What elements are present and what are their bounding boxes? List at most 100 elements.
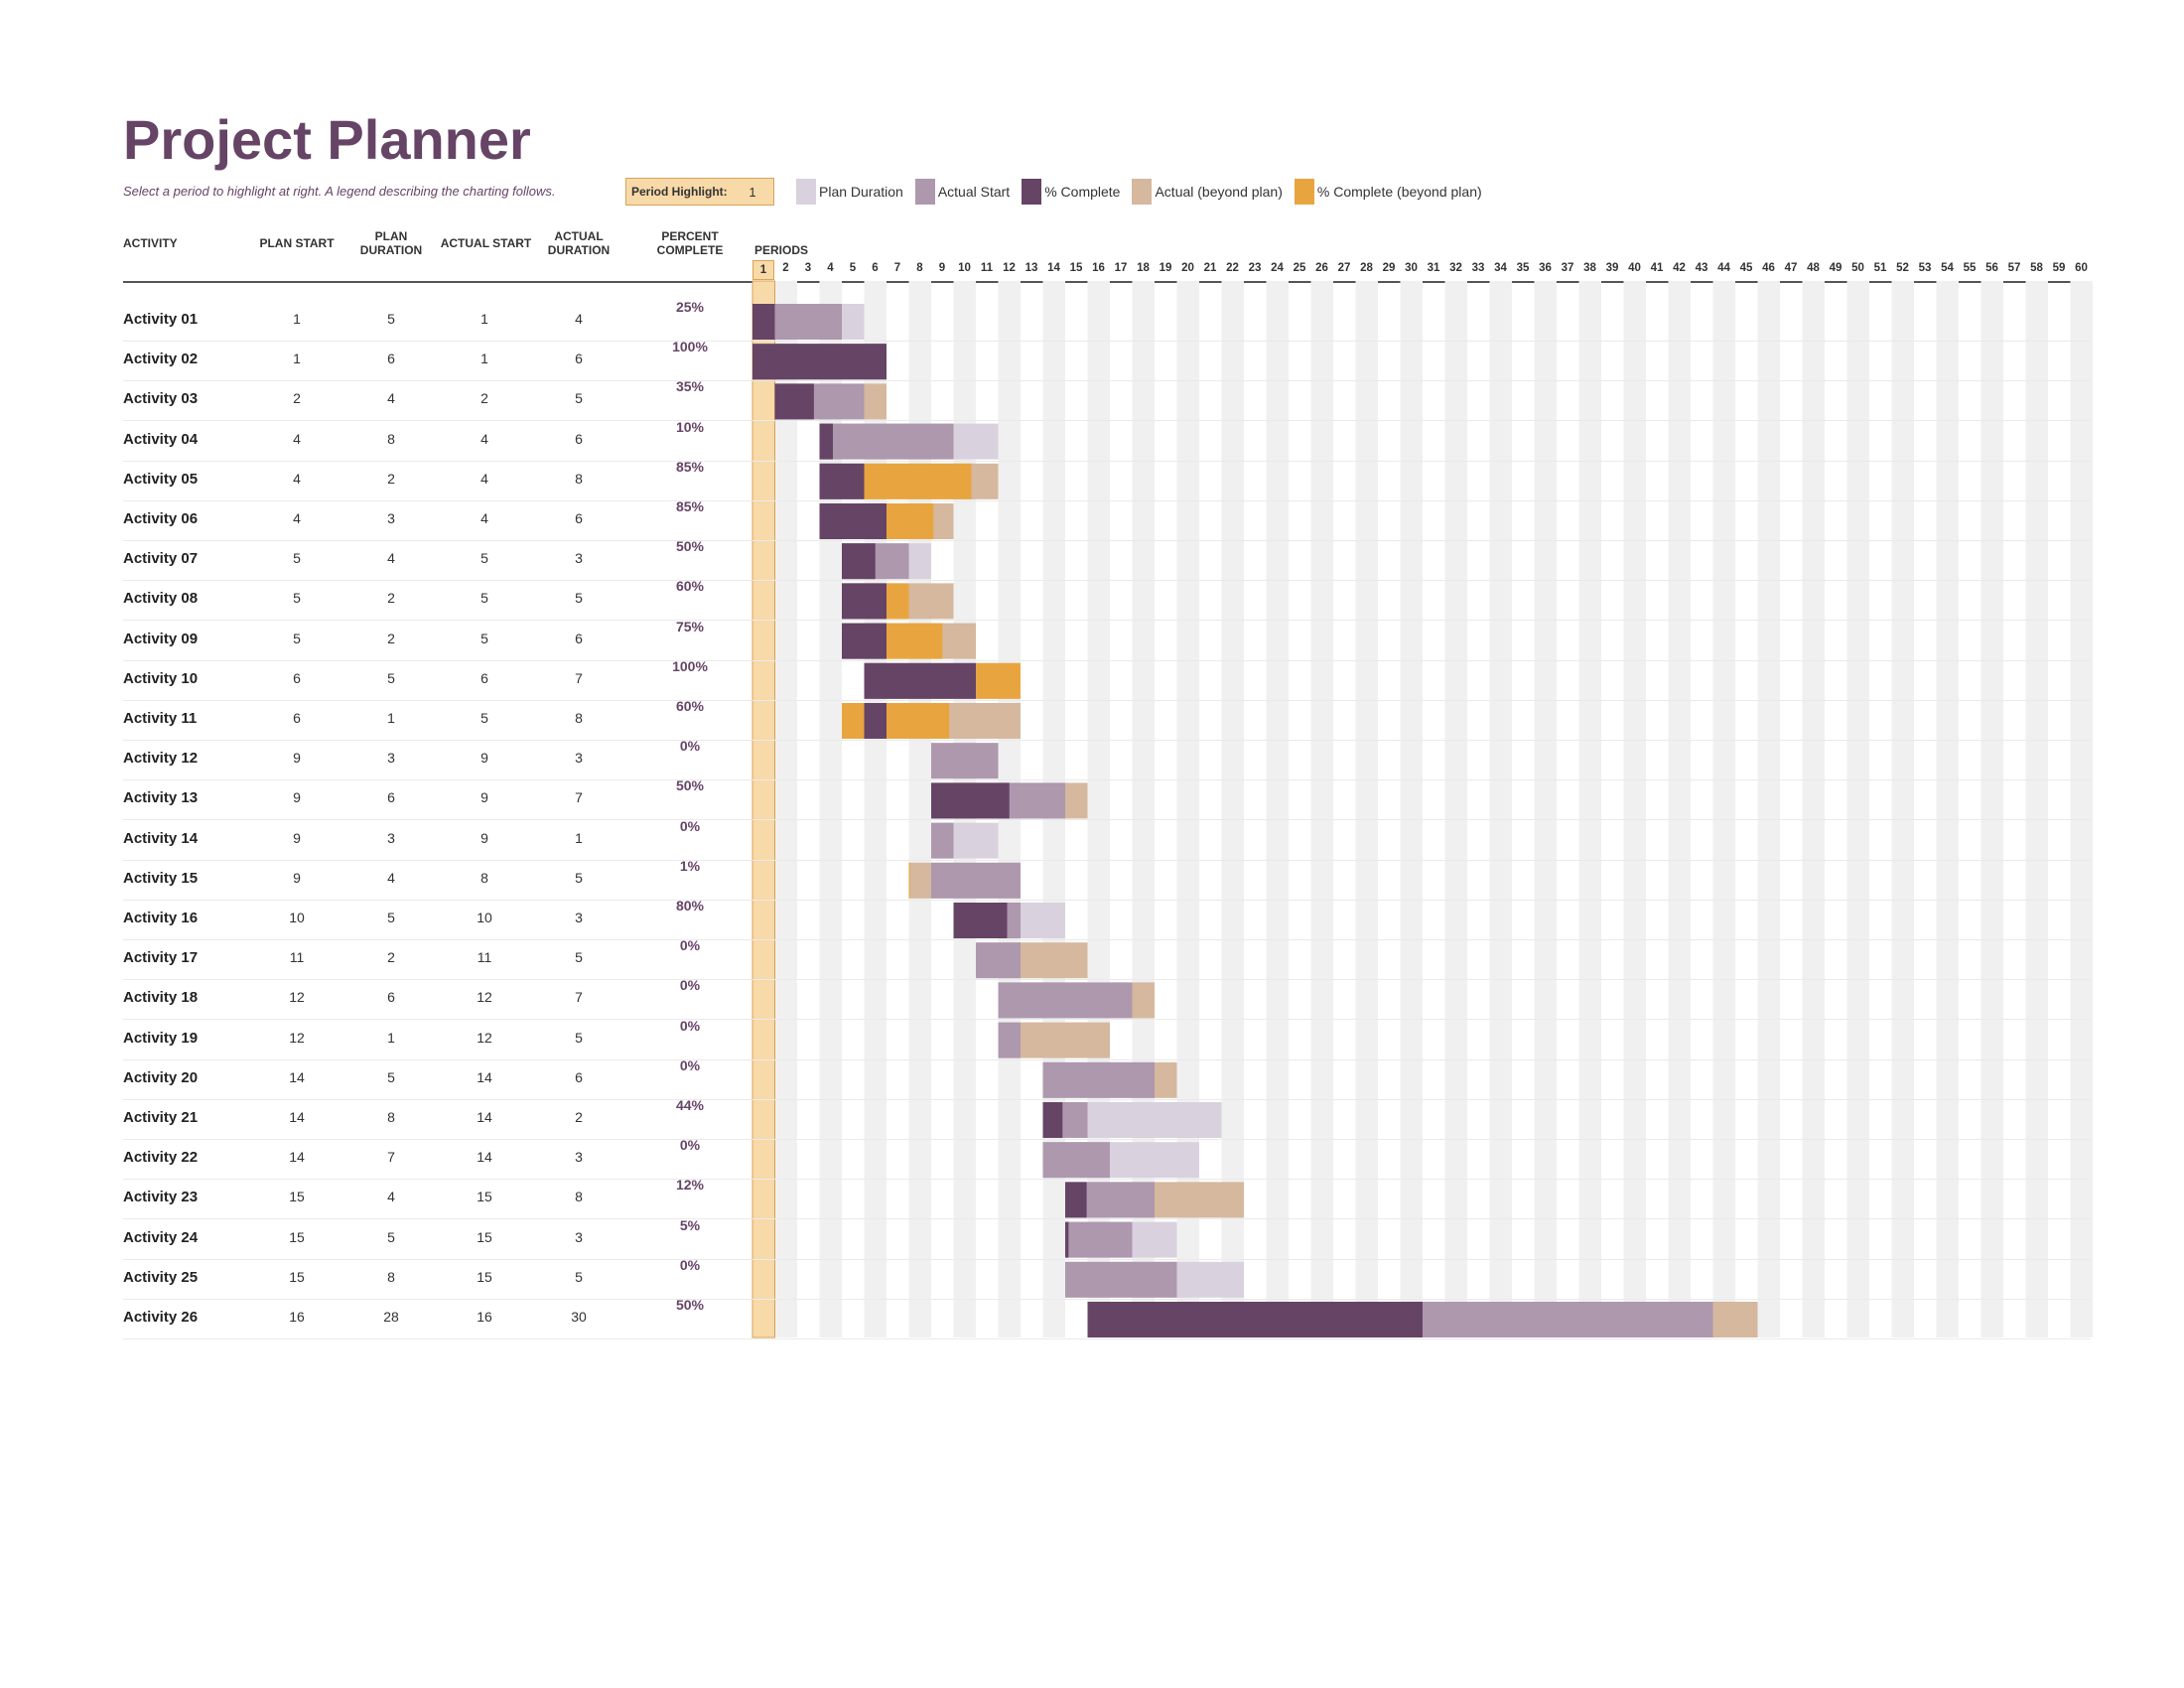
period-number[interactable]: 60 bbox=[2075, 262, 2088, 274]
percent-complete-value[interactable]: 100% bbox=[672, 339, 708, 355]
period-number[interactable]: 11 bbox=[980, 262, 994, 274]
plan-duration-value[interactable]: 2 bbox=[387, 590, 395, 607]
plan-duration-value[interactable]: 4 bbox=[387, 390, 395, 407]
actual-start-value[interactable]: 15 bbox=[477, 1268, 492, 1285]
actual-duration-value[interactable]: 6 bbox=[575, 510, 583, 526]
percent-complete-value[interactable]: 0% bbox=[679, 738, 701, 755]
period-number[interactable]: 1 bbox=[752, 260, 774, 280]
plan-duration-value[interactable]: 6 bbox=[387, 789, 395, 806]
period-number[interactable]: 52 bbox=[1896, 262, 1909, 274]
actual-duration-value[interactable]: 6 bbox=[575, 351, 583, 367]
actual-start-value[interactable]: 10 bbox=[477, 910, 492, 925]
plan-duration-value[interactable]: 7 bbox=[387, 1149, 395, 1166]
plan-start-value[interactable]: 15 bbox=[289, 1189, 305, 1205]
actual-duration-value[interactable]: 8 bbox=[575, 1189, 583, 1205]
plan-duration-value[interactable]: 6 bbox=[387, 989, 395, 1006]
period-number[interactable]: 20 bbox=[1181, 262, 1194, 274]
period-number[interactable]: 36 bbox=[1539, 262, 1552, 274]
period-number[interactable]: 21 bbox=[1203, 262, 1217, 274]
plan-start-value[interactable]: 4 bbox=[293, 470, 301, 487]
plan-duration-value[interactable]: 1 bbox=[387, 710, 395, 726]
period-number[interactable]: 14 bbox=[1047, 262, 1060, 274]
period-number[interactable]: 45 bbox=[1739, 262, 1753, 274]
plan-start-value[interactable]: 12 bbox=[289, 989, 305, 1006]
percent-complete-value[interactable]: 0% bbox=[679, 1017, 701, 1034]
period-number[interactable]: 26 bbox=[1315, 262, 1328, 274]
actual-duration-value[interactable]: 1 bbox=[575, 829, 583, 846]
period-number[interactable]: 18 bbox=[1137, 262, 1150, 274]
period-number[interactable]: 59 bbox=[2052, 262, 2066, 274]
actual-duration-value[interactable]: 5 bbox=[575, 869, 583, 886]
actual-duration-value[interactable]: 6 bbox=[575, 630, 583, 646]
actual-start-value[interactable]: 14 bbox=[477, 1068, 492, 1085]
plan-start-value[interactable]: 5 bbox=[293, 550, 301, 567]
percent-complete-value[interactable]: 0% bbox=[679, 1256, 701, 1273]
period-number[interactable]: 23 bbox=[1248, 262, 1262, 274]
plan-start-value[interactable]: 16 bbox=[289, 1309, 305, 1325]
plan-duration-value[interactable]: 1 bbox=[387, 1029, 395, 1046]
period-number[interactable]: 29 bbox=[1382, 262, 1396, 274]
period-number[interactable]: 13 bbox=[1024, 262, 1038, 274]
plan-duration-value[interactable]: 5 bbox=[387, 669, 395, 686]
plan-start-value[interactable]: 9 bbox=[293, 750, 301, 767]
period-number[interactable]: 25 bbox=[1293, 262, 1306, 274]
percent-complete-value[interactable]: 35% bbox=[675, 378, 705, 395]
plan-start-value[interactable]: 5 bbox=[293, 630, 301, 646]
actual-duration-value[interactable]: 8 bbox=[575, 710, 583, 726]
percent-complete-value[interactable]: 60% bbox=[675, 578, 705, 595]
percent-complete-value[interactable]: 60% bbox=[675, 698, 705, 714]
period-number[interactable]: 17 bbox=[1114, 262, 1128, 274]
actual-start-value[interactable]: 11 bbox=[477, 949, 492, 966]
period-number[interactable]: 8 bbox=[916, 262, 923, 274]
actual-duration-value[interactable]: 7 bbox=[575, 989, 583, 1006]
plan-duration-value[interactable]: 3 bbox=[387, 510, 395, 526]
percent-complete-value[interactable]: 80% bbox=[675, 898, 705, 914]
actual-duration-value[interactable]: 3 bbox=[575, 910, 583, 925]
period-number[interactable]: 40 bbox=[1628, 262, 1641, 274]
actual-duration-value[interactable]: 5 bbox=[575, 390, 583, 407]
plan-duration-value[interactable]: 5 bbox=[387, 1228, 395, 1245]
percent-complete-value[interactable]: 44% bbox=[675, 1097, 705, 1113]
plan-duration-value[interactable]: 4 bbox=[387, 550, 395, 567]
plan-start-value[interactable]: 9 bbox=[293, 829, 301, 846]
percent-complete-value[interactable]: 12% bbox=[675, 1177, 705, 1194]
period-number[interactable]: 57 bbox=[2007, 262, 2021, 274]
plan-duration-value[interactable]: 28 bbox=[383, 1309, 399, 1325]
percent-complete-value[interactable]: 50% bbox=[675, 1297, 705, 1313]
period-number[interactable]: 4 bbox=[827, 262, 834, 274]
period-number[interactable]: 54 bbox=[1941, 262, 1954, 274]
period-number[interactable]: 12 bbox=[1003, 262, 1016, 274]
period-number[interactable]: 49 bbox=[1829, 262, 1843, 274]
percent-complete-value[interactable]: 25% bbox=[675, 299, 705, 315]
actual-start-value[interactable]: 9 bbox=[480, 750, 488, 767]
period-number[interactable]: 53 bbox=[1918, 262, 1932, 274]
plan-start-value[interactable]: 15 bbox=[289, 1228, 305, 1245]
plan-duration-value[interactable]: 4 bbox=[387, 1189, 395, 1205]
percent-complete-value[interactable]: 5% bbox=[679, 1216, 701, 1233]
actual-start-value[interactable]: 5 bbox=[480, 590, 488, 607]
plan-start-value[interactable]: 1 bbox=[293, 311, 301, 327]
percent-complete-value[interactable]: 50% bbox=[675, 777, 705, 794]
percent-complete-value[interactable]: 0% bbox=[679, 1056, 701, 1073]
actual-start-value[interactable]: 16 bbox=[477, 1309, 492, 1325]
plan-duration-value[interactable]: 5 bbox=[387, 1068, 395, 1085]
plan-start-value[interactable]: 10 bbox=[289, 910, 305, 925]
plan-duration-value[interactable]: 8 bbox=[387, 430, 395, 447]
period-number[interactable]: 3 bbox=[804, 262, 812, 274]
percent-complete-value[interactable]: 0% bbox=[679, 937, 701, 954]
plan-start-value[interactable]: 15 bbox=[289, 1268, 305, 1285]
actual-duration-value[interactable]: 8 bbox=[575, 470, 583, 487]
plan-duration-value[interactable]: 8 bbox=[387, 1268, 395, 1285]
period-number[interactable]: 43 bbox=[1695, 262, 1708, 274]
plan-start-value[interactable]: 2 bbox=[293, 390, 301, 407]
actual-start-value[interactable]: 4 bbox=[480, 430, 488, 447]
actual-start-value[interactable]: 4 bbox=[480, 510, 488, 526]
plan-start-value[interactable]: 14 bbox=[289, 1109, 305, 1125]
period-number[interactable]: 31 bbox=[1427, 262, 1440, 274]
period-number[interactable]: 39 bbox=[1605, 262, 1619, 274]
actual-start-value[interactable]: 2 bbox=[480, 390, 488, 407]
actual-duration-value[interactable]: 30 bbox=[571, 1309, 587, 1325]
period-number[interactable]: 6 bbox=[872, 262, 879, 274]
plan-duration-value[interactable]: 2 bbox=[387, 630, 395, 646]
actual-duration-value[interactable]: 5 bbox=[575, 1029, 583, 1046]
